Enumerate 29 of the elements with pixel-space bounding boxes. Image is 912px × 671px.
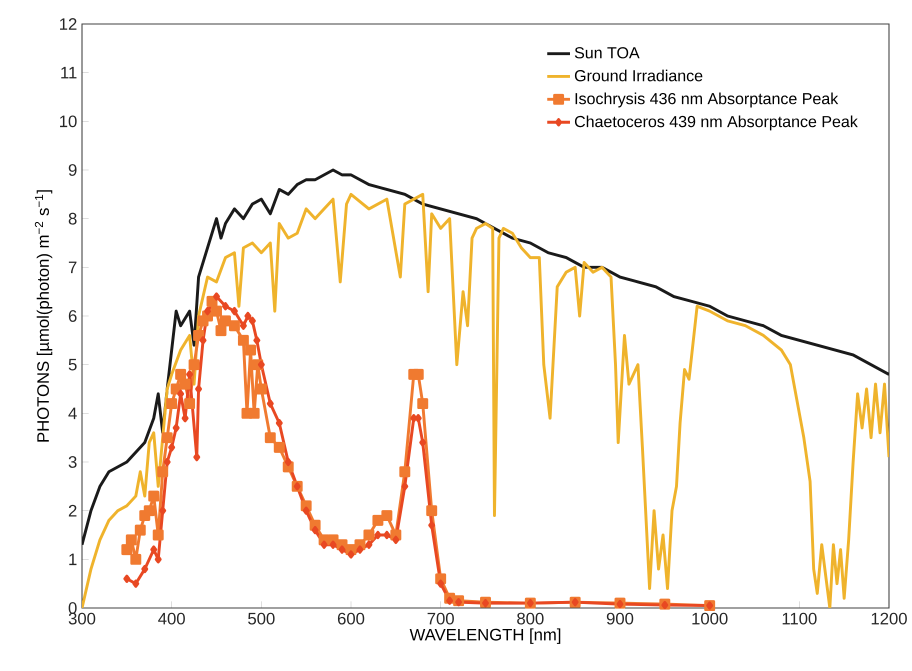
x-tick-label: 900 xyxy=(606,612,634,625)
y-tick-label: 8 xyxy=(68,212,77,225)
y-tick-label: 10 xyxy=(60,115,77,128)
x-tick-label: 600 xyxy=(338,612,364,625)
y-tick-label: 6 xyxy=(68,310,77,322)
y-tick-label: 3 xyxy=(68,456,77,468)
y-tick-label: 11 xyxy=(61,66,76,78)
legend-label: Sun TOA xyxy=(574,47,640,58)
x-tick-label: 700 xyxy=(428,612,454,625)
y-tick-label: 12 xyxy=(60,18,76,30)
legend-label: Ground Irradiance xyxy=(574,70,702,82)
x-tick-label: 800 xyxy=(517,612,544,625)
y-tick-label: 2 xyxy=(68,504,76,516)
y-tick-label: 7 xyxy=(68,262,76,274)
y-tick-label: 0 xyxy=(68,602,77,614)
legend-label: Isochrysis 436 nm Absorptance Peak xyxy=(576,92,838,108)
x-tick-label: 1000 xyxy=(692,612,728,625)
x-axis-title: WAVELENGTH [nm] xyxy=(410,628,560,644)
x-tick-label: 1200 xyxy=(872,612,907,625)
y-tick-label: 9 xyxy=(68,164,77,176)
x-tick-label: 1100 xyxy=(782,612,817,625)
y-tick-label: 4 xyxy=(68,408,77,420)
x-tick-label: 400 xyxy=(158,612,185,625)
y-axis-title: PHOTONS [µmol(photon) m$^{−2}$ s$^{−1}$] xyxy=(34,190,52,442)
y-tick-label: 1 xyxy=(69,554,76,566)
x-tick-label: 300 xyxy=(68,612,96,625)
x-tick-label: 500 xyxy=(248,612,275,625)
legend-label: Chaetoceros 439 nm Absorptance Peak xyxy=(574,115,858,130)
y-tick-label: 5 xyxy=(68,358,77,370)
